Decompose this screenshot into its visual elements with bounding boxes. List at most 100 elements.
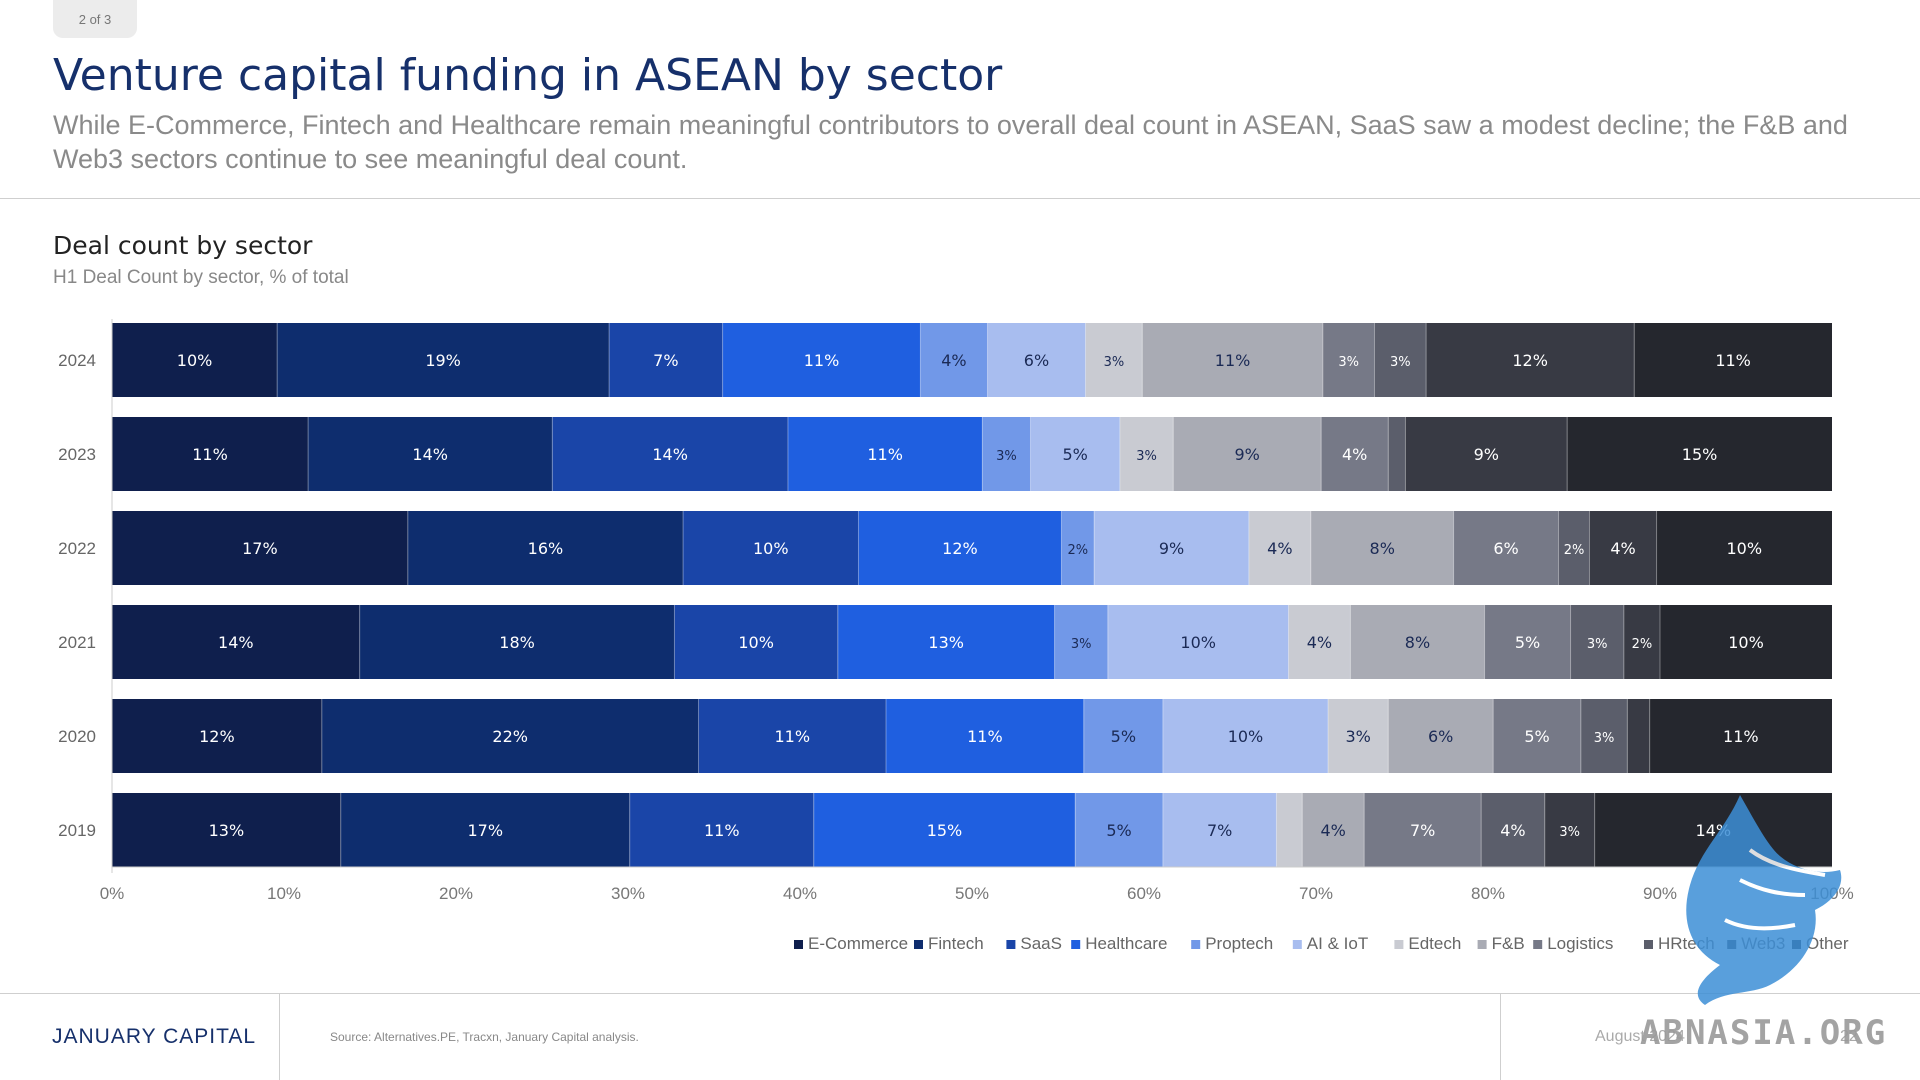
page-title: Venture capital funding in ASEAN by sect… (53, 50, 1003, 101)
stacked-bar-chart: 2024 10% 19% 7% 11% 4% 6% 3% 11% 3% 3% 12% 11% 2023 11… (58, 319, 1854, 953)
data-label: 12% (1512, 351, 1548, 370)
data-label: 3% (1345, 727, 1370, 746)
data-label: 10% (1228, 727, 1264, 746)
x-tick-label: 40% (783, 884, 817, 903)
bar-segment (813, 793, 1076, 867)
bar-segment (1350, 605, 1485, 679)
data-label: 11% (1723, 727, 1759, 746)
bar-segment (1302, 793, 1365, 867)
y-tick-label: 2020 (58, 727, 96, 746)
data-label: 7% (653, 351, 678, 370)
watermark-text: ABNASIA.ORG (1640, 1013, 1888, 1053)
legend-swatch (1006, 940, 1016, 949)
bar-segment (1310, 511, 1454, 585)
legend-swatch (1644, 940, 1653, 949)
legend-swatch (1292, 940, 1302, 949)
data-label: 5% (1515, 633, 1540, 652)
bar-segment (1107, 605, 1289, 679)
data-label: 3% (1104, 355, 1125, 370)
data-label: 9% (1159, 539, 1184, 558)
legend-item: AI & IoT (1292, 934, 1368, 953)
bar-segment (1054, 605, 1108, 679)
bar-segment (920, 323, 988, 397)
bar-segment (1248, 511, 1311, 585)
bar-segment (1173, 417, 1322, 491)
data-label: 9% (1474, 445, 1499, 464)
bar-segment (1322, 323, 1375, 397)
data-label: 3% (1390, 355, 1411, 370)
x-tick-label: 50% (955, 884, 989, 903)
legend-label: SaaS (1020, 934, 1062, 953)
bar-segment (407, 511, 684, 585)
bar-segment (1627, 699, 1650, 773)
chart-title: Deal count by sector (53, 231, 313, 260)
bar-segment (698, 699, 886, 773)
legend-item: Edtech (1394, 934, 1461, 953)
chart-subtitle: H1 Deal Count by sector, % of total (53, 267, 349, 288)
legend-item: F&B (1477, 934, 1525, 953)
legend-label: Proptech (1205, 934, 1273, 953)
x-tick-label: 30% (611, 884, 645, 903)
bar-segment (683, 511, 859, 585)
legend-label: Fintech (928, 934, 984, 953)
data-label: 8% (1405, 633, 1430, 652)
data-label: 12% (942, 539, 978, 558)
bar-segment (308, 417, 553, 491)
data-label: 4% (941, 351, 966, 370)
data-label: 6% (1428, 727, 1453, 746)
legend-swatch (1394, 940, 1404, 949)
data-label: 2% (1067, 543, 1088, 558)
bar-segment (1405, 417, 1568, 491)
bar-segment (982, 417, 1031, 491)
data-label: 4% (1307, 633, 1332, 652)
data-label: 11% (804, 351, 840, 370)
data-label: 4% (1267, 539, 1292, 558)
legend-label: E-Commerce (808, 934, 908, 953)
legend-item: Healthcare (1071, 934, 1167, 953)
legend-label: Healthcare (1085, 934, 1167, 953)
bar-segment (552, 417, 788, 491)
bar-segment (1589, 511, 1657, 585)
bar-segment (987, 323, 1086, 397)
data-label: 4% (1610, 539, 1635, 558)
data-label: 13% (928, 633, 964, 652)
bar-segment (1623, 605, 1660, 679)
bar-segment (629, 793, 814, 867)
legend-item: Fintech (914, 934, 984, 953)
data-label: 6% (1024, 351, 1049, 370)
data-label: 3% (1136, 449, 1157, 464)
data-label: 9% (1235, 445, 1260, 464)
bar-segment (1660, 605, 1832, 679)
data-label: 18% (499, 633, 535, 652)
bar-segment (1426, 323, 1635, 397)
data-label: 3% (1338, 355, 1359, 370)
legend-item: Logistics (1533, 934, 1613, 953)
data-label: 5% (1111, 727, 1136, 746)
data-label: 10% (738, 633, 774, 652)
y-tick-label: 2023 (58, 445, 96, 464)
bar-segment (858, 511, 1062, 585)
data-label: 19% (425, 351, 461, 370)
data-label: 11% (967, 727, 1003, 746)
bar-segment (112, 511, 408, 585)
x-tick-label: 70% (1299, 884, 1333, 903)
data-label: 4% (1321, 821, 1346, 840)
x-tick-label: 0% (100, 884, 125, 903)
header-divider (0, 198, 1920, 199)
data-label: 8% (1370, 539, 1395, 558)
data-label: 10% (753, 539, 789, 558)
data-label: 4% (1500, 821, 1525, 840)
data-label: 3% (1587, 637, 1608, 652)
legend-item: SaaS (1006, 934, 1062, 953)
legend-item: Proptech (1191, 934, 1273, 953)
data-label: 11% (867, 445, 903, 464)
bar-segment (112, 605, 360, 679)
footer-divider (0, 993, 1920, 994)
bar-segment (1481, 793, 1545, 867)
data-label: 3% (1594, 731, 1615, 746)
bar-segment (1544, 793, 1595, 867)
legend-label: AI & IoT (1307, 934, 1368, 953)
footer-date: August 2024 (1595, 1028, 1685, 1045)
data-label: 13% (209, 821, 245, 840)
bar-segment (722, 323, 921, 397)
